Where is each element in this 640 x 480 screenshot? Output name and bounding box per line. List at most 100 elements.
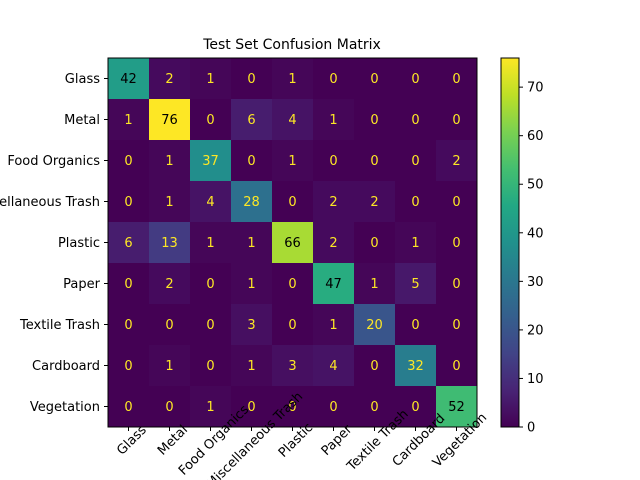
heatmap-cell — [354, 58, 396, 100]
heatmap-cell — [149, 345, 191, 387]
heatmap-cell — [436, 222, 478, 264]
cell-value-label: 0 — [329, 400, 337, 415]
cell-value-label: 0 — [124, 195, 132, 210]
heatmap-cell — [395, 99, 437, 141]
cell-value-label: 0 — [370, 113, 378, 128]
heatmap-cell — [354, 140, 396, 182]
cell-value-label: 0 — [370, 72, 378, 87]
cell-value-label: 0 — [370, 359, 378, 374]
cell-value-label: 52 — [448, 400, 465, 415]
heatmap-cell — [231, 181, 273, 223]
y-tick-label: Metal — [64, 113, 100, 128]
x-tick-label: Metal — [155, 423, 191, 459]
heatmap-cell — [231, 140, 273, 182]
cell-value-label: 0 — [452, 195, 460, 210]
heatmap-cell — [272, 181, 314, 223]
heatmap-cell — [108, 304, 150, 346]
heatmap-cell — [313, 263, 355, 305]
cell-value-label: 4 — [206, 195, 214, 210]
cell-value-label: 37 — [202, 154, 219, 169]
heatmap-cell — [395, 140, 437, 182]
heatmap-cell — [313, 304, 355, 346]
heatmap-cell — [395, 304, 437, 346]
cell-value-label: 0 — [370, 400, 378, 415]
heatmap-cells: 42 2 1 0 1 0 0 0 01 76 0 6 4 1 0 0 00 1 37 0 1 0 0 0 20 1 4 28 0 2 2 0 0… — [108, 58, 478, 428]
cell-value-label: 0 — [206, 113, 214, 128]
heatmap-cell — [108, 386, 150, 428]
heatmap-cell — [272, 263, 314, 305]
cell-value-label: 0 — [247, 154, 255, 169]
colorbar-tick-label: 50 — [527, 178, 544, 193]
cell-value-label: 0 — [370, 154, 378, 169]
cell-value-label: 0 — [411, 154, 419, 169]
heatmap-cell — [354, 345, 396, 387]
cell-value-label: 6 — [247, 113, 255, 128]
heatmap-cell — [149, 222, 191, 264]
y-tick-label: Paper — [63, 277, 100, 292]
heatmap-cell — [436, 345, 478, 387]
cell-value-label: 2 — [165, 72, 173, 87]
heatmap-cell — [149, 140, 191, 182]
cell-value-label: 5 — [411, 277, 419, 292]
cell-value-label: 4 — [329, 359, 337, 374]
heatmap-cell — [313, 386, 355, 428]
cell-value-label: 1 — [124, 113, 132, 128]
heatmap-cell — [395, 58, 437, 100]
cell-value-label: 0 — [247, 400, 255, 415]
cell-value-label: 0 — [329, 154, 337, 169]
colorbar: 0 10 20 30 40 50 60 70 — [500, 57, 544, 436]
cell-value-label: 0 — [329, 72, 337, 87]
y-tick-label: Vegetation — [30, 400, 100, 415]
heatmap-cell — [313, 222, 355, 264]
cell-value-label: 13 — [161, 236, 178, 251]
heatmap-cell — [149, 181, 191, 223]
cell-value-label: 1 — [370, 277, 378, 292]
heatmap-cell — [272, 304, 314, 346]
heatmap-cell — [354, 386, 396, 428]
cell-value-label: 32 — [407, 359, 424, 374]
y-tick-label: Glass — [65, 72, 100, 87]
colorbar-tick-label: 0 — [527, 421, 535, 436]
heatmap-cell — [395, 222, 437, 264]
heatmap-cell — [149, 263, 191, 305]
cell-value-label: 4 — [288, 113, 296, 128]
cell-value-label: 66 — [284, 236, 301, 251]
cell-value-label: 1 — [247, 359, 255, 374]
cell-value-label: 0 — [206, 277, 214, 292]
heatmap-cell — [436, 140, 478, 182]
cell-value-label: 2 — [370, 195, 378, 210]
cell-value-label: 20 — [366, 318, 383, 333]
heatmap-cell — [354, 304, 396, 346]
heatmap-cell — [190, 181, 232, 223]
cell-value-label: 0 — [165, 400, 173, 415]
cell-value-label: 0 — [124, 154, 132, 169]
cell-value-label: 0 — [288, 195, 296, 210]
cell-value-label: 0 — [288, 277, 296, 292]
cell-value-label: 0 — [206, 318, 214, 333]
cell-value-label: 6 — [124, 236, 132, 251]
cell-value-label: 0 — [452, 236, 460, 251]
cell-value-label: 42 — [120, 72, 137, 87]
cell-value-label: 0 — [206, 359, 214, 374]
cell-value-label: 0 — [124, 400, 132, 415]
heatmap-cell — [190, 263, 232, 305]
heatmap-cell — [436, 263, 478, 305]
cell-value-label: 0 — [411, 318, 419, 333]
heatmap-cell — [231, 58, 273, 100]
cell-value-label: 1 — [411, 236, 419, 251]
heatmap-cell — [272, 222, 314, 264]
heatmap-cell — [108, 140, 150, 182]
heatmap-cell — [354, 181, 396, 223]
cell-value-label: 0 — [452, 277, 460, 292]
cell-value-label: 47 — [325, 277, 342, 292]
heatmap-cell — [436, 386, 478, 428]
heatmap-cell — [108, 58, 150, 100]
colorbar-gradient — [500, 57, 520, 428]
colorbar-tick-label: 70 — [527, 81, 544, 96]
cell-value-label: 1 — [206, 72, 214, 87]
y-tick-label: Food Organics — [7, 154, 100, 169]
cell-value-label: 1 — [329, 113, 337, 128]
y-tick-label: Textile Trash — [19, 318, 100, 333]
heatmap-cell — [395, 345, 437, 387]
